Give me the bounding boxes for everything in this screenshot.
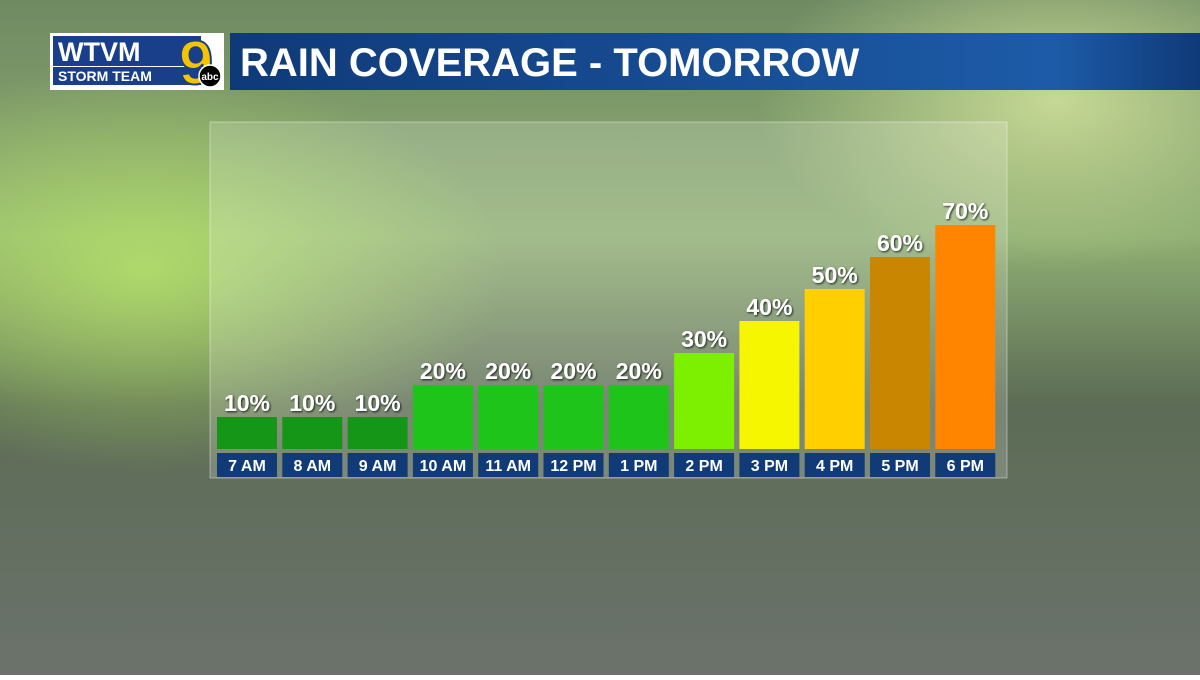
category-box <box>543 453 604 477</box>
value-label: 40% <box>746 294 792 320</box>
bar <box>478 385 539 449</box>
logo-call-letters: WTVM <box>58 37 140 67</box>
value-label: 20% <box>616 358 662 384</box>
x-tick-label: 4 PM <box>816 458 853 475</box>
x-tick-label: 1 PM <box>620 458 657 475</box>
value-label: 10% <box>224 390 270 416</box>
bar <box>608 385 669 449</box>
logo-channel: 9 <box>179 29 213 98</box>
logo-top <box>53 36 201 66</box>
value-label: 10% <box>289 390 335 416</box>
x-tick-label: 12 PM <box>550 458 596 475</box>
logo-network: abc <box>201 72 219 83</box>
bar <box>217 417 277 449</box>
bar <box>739 321 800 449</box>
category-box <box>217 453 277 477</box>
x-tick-label: 6 PM <box>947 458 984 475</box>
category-box <box>674 453 735 477</box>
logo-tagline: STORM TEAM <box>58 68 152 84</box>
category-box <box>347 453 408 477</box>
bar <box>870 257 930 449</box>
category-box <box>870 453 930 477</box>
x-tick-label: 7 AM <box>228 458 266 475</box>
bar <box>935 225 996 449</box>
category-box <box>804 453 865 477</box>
category-box <box>608 453 669 477</box>
category-box <box>478 453 539 477</box>
x-tick-label: 9 AM <box>359 458 397 475</box>
value-label: 20% <box>550 358 596 384</box>
value-label: 20% <box>420 358 466 384</box>
logo-network-circle <box>198 64 222 88</box>
title-bar <box>230 33 1200 90</box>
bar <box>412 385 473 449</box>
bar <box>282 417 343 449</box>
x-tick-label: 10 AM <box>420 458 467 475</box>
bar <box>347 417 408 449</box>
category-box <box>412 453 473 477</box>
logo-bottom <box>53 67 201 85</box>
x-tick-label: 2 PM <box>685 458 722 475</box>
value-label: 30% <box>681 326 727 352</box>
value-label: 10% <box>355 390 401 416</box>
value-label: 20% <box>485 358 531 384</box>
category-box <box>282 453 343 477</box>
x-tick-label: 8 AM <box>293 458 331 475</box>
value-label: 60% <box>877 230 923 256</box>
bar <box>674 353 735 449</box>
value-label: 70% <box>942 198 988 224</box>
chart-title: RAIN COVERAGE - TOMORROW <box>240 41 860 85</box>
x-tick-label: 11 AM <box>485 458 531 475</box>
value-label: 50% <box>812 262 858 288</box>
plot: 10% 7 AM 10% 8 AM 10% 9 AM 20% 10 AM 20% 11 AM 20%… <box>217 198 996 477</box>
category-box <box>739 453 800 477</box>
x-tick-label: 3 PM <box>751 458 788 475</box>
bar <box>543 385 604 449</box>
x-tick-label: 5 PM <box>881 458 918 475</box>
category-box <box>935 453 996 477</box>
bar <box>804 289 865 449</box>
